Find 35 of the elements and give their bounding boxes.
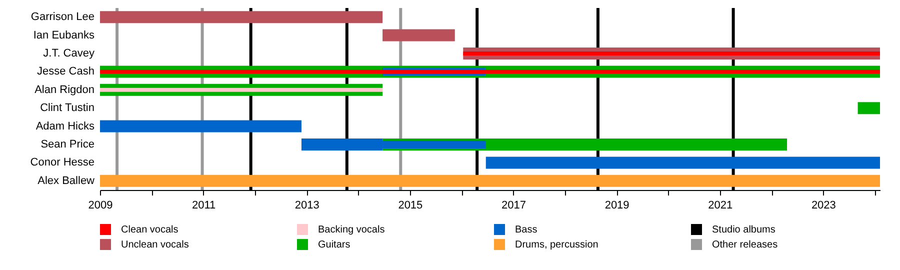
bar [486, 156, 880, 169]
legend-label: Other releases [712, 240, 778, 250]
y-tick-label: Ian Eubanks [33, 29, 95, 42]
y-tick-label: Sean Price [40, 138, 94, 150]
bar [382, 29, 455, 42]
y-tick-label: Jesse Cash [37, 66, 94, 78]
legend-label: Drums, percussion [515, 240, 598, 250]
x-tick-label: 2013 [294, 200, 320, 212]
y-tick-label: J.T. Cavey [43, 48, 95, 60]
bar [463, 52, 880, 56]
legend-label: Studio albums [712, 224, 776, 236]
y-tick-label: Conor Hesse [30, 156, 94, 169]
legend-label: Unclean vocals [121, 240, 189, 250]
y-tick-label: Clint Tustin [40, 102, 94, 114]
x-tick-label: 2021 [708, 200, 733, 212]
y-tick-label: Garrison Lee [30, 11, 94, 24]
x-tick-label: 2011 [192, 200, 216, 212]
bar [100, 88, 383, 92]
bar [100, 174, 880, 187]
bar [858, 102, 880, 114]
legend-label: Backing vocals [318, 224, 385, 236]
bar [100, 11, 383, 24]
y-tick-label: Alan Rigdon [34, 84, 94, 96]
bar [100, 120, 302, 132]
x-tick-label: 2023 [811, 200, 836, 212]
legend-label: Guitars [318, 240, 350, 250]
x-tick-label: 2017 [502, 200, 526, 212]
legend-label: Clean vocals [121, 224, 178, 236]
x-tick-label: 2015 [398, 200, 423, 212]
x-tick-label: 2009 [88, 200, 113, 212]
bar [100, 70, 880, 74]
x-tick-label: 2019 [604, 200, 630, 212]
y-tick-label: Alex Ballew [38, 174, 95, 187]
legend-label: Bass [515, 224, 538, 236]
y-tick-label: Adam Hicks [36, 120, 95, 132]
